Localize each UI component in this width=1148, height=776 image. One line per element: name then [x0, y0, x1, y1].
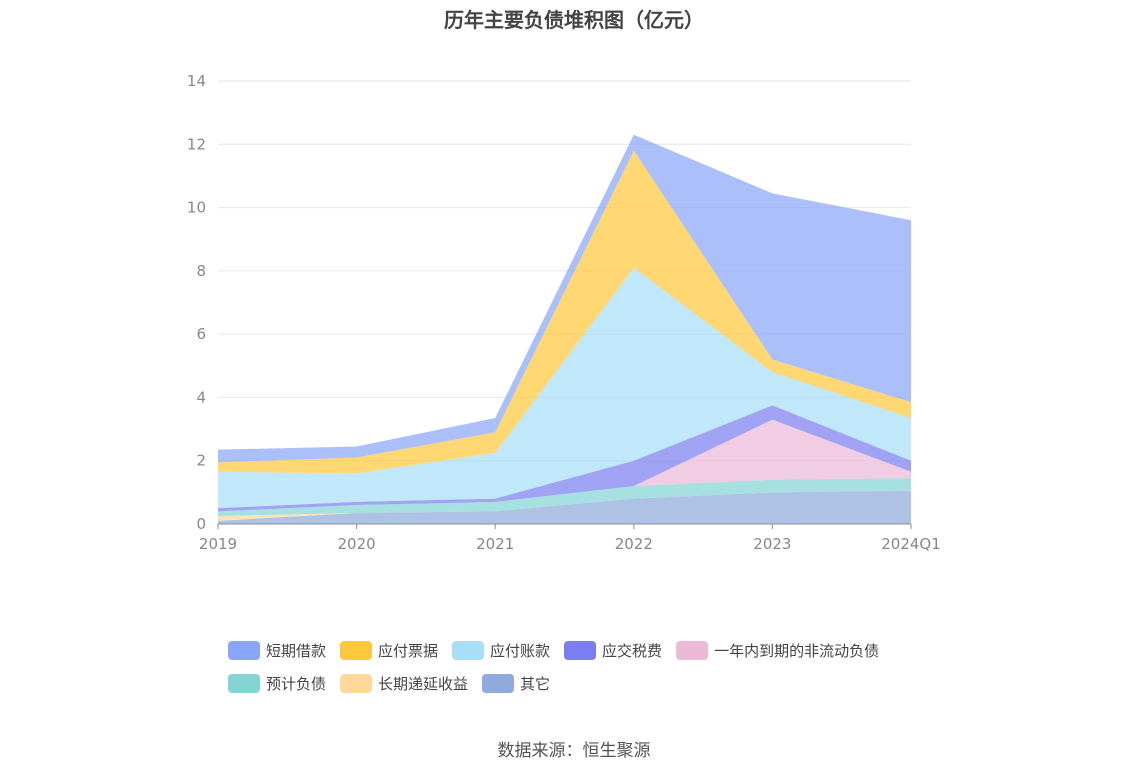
area-其它	[218, 490, 911, 524]
x-tick-label: 2023	[753, 535, 791, 553]
legend-label: 长期递延收益	[378, 675, 469, 693]
legend-label: 预计负债	[266, 675, 327, 693]
y-tick-label: 14	[187, 72, 206, 90]
legend-label: 应付账款	[490, 642, 551, 660]
legend-swatch	[340, 641, 373, 660]
area-应付账款	[218, 267, 911, 509]
x-tick-label: 2024Q1	[881, 535, 941, 553]
area-预计负债	[218, 478, 911, 517]
y-tick-label: 4	[196, 388, 206, 406]
area-应付票据	[218, 150, 911, 474]
legend: 短期借款 应付票据 应付账款 应交税费 一年内到期的非流动负债预计负债 长期递延收益 其它	[228, 640, 948, 706]
legend-item[interactable]: 其它	[482, 673, 550, 694]
area-一年内到期的非流动负债	[218, 419, 911, 512]
y-tick-label: 10	[187, 199, 206, 217]
legend-swatch	[228, 674, 260, 693]
legend-label: 其它	[520, 675, 551, 693]
legend-item[interactable]: 应交税费	[564, 640, 662, 661]
chart-plot: 0 2 4 6 8 10 12 14 2019 2020 2021 2022 2023 2024Q1	[187, 72, 941, 553]
legend-item[interactable]: 一年内到期的非流动负债	[676, 640, 879, 661]
y-tick-label: 8	[196, 262, 206, 280]
y-tick-label: 6	[196, 325, 206, 343]
y-tick-label: 12	[187, 135, 206, 153]
legend-swatch	[482, 674, 515, 693]
legend-swatch	[676, 641, 709, 660]
area-短期借款	[218, 134, 911, 463]
legend-swatch	[452, 641, 485, 660]
source-note: 数据来源：恒生聚源	[497, 741, 651, 761]
legend-swatch	[228, 641, 260, 660]
legend-row: 短期借款 应付票据 应付账款 应交税费 一年内到期的非流动负债预计负债 长期递延收益 其它	[228, 640, 948, 706]
area-应交税费	[218, 405, 911, 512]
legend-label: 短期借款	[266, 642, 327, 660]
legend-item[interactable]: 短期借款	[228, 640, 326, 661]
legend-item[interactable]: 预计负债	[228, 673, 326, 694]
y-tick-label: 2	[196, 452, 206, 470]
area-series	[218, 134, 911, 524]
legend-item[interactable]: 应付账款	[452, 640, 550, 661]
legend-item[interactable]: 应付票据	[340, 640, 438, 661]
x-tick-label: 2020	[338, 535, 376, 553]
x-tick-label: 2022	[615, 535, 653, 553]
legend-swatch	[340, 674, 373, 693]
x-tick-label: 2019	[199, 535, 237, 553]
x-tick-label: 2021	[476, 535, 514, 553]
chart-title: 历年主要负债堆积图（亿元）	[444, 8, 704, 32]
legend-swatch	[564, 641, 597, 660]
legend-label: 应付票据	[378, 642, 439, 660]
axes: 2019 2020 2021 2022 2023 2024Q1	[199, 523, 941, 553]
y-tick-label: 0	[196, 515, 206, 533]
legend-label: 应交税费	[602, 642, 663, 660]
legend-label: 一年内到期的非流动负债	[714, 642, 880, 660]
legend-item[interactable]: 长期递延收益	[340, 673, 468, 694]
